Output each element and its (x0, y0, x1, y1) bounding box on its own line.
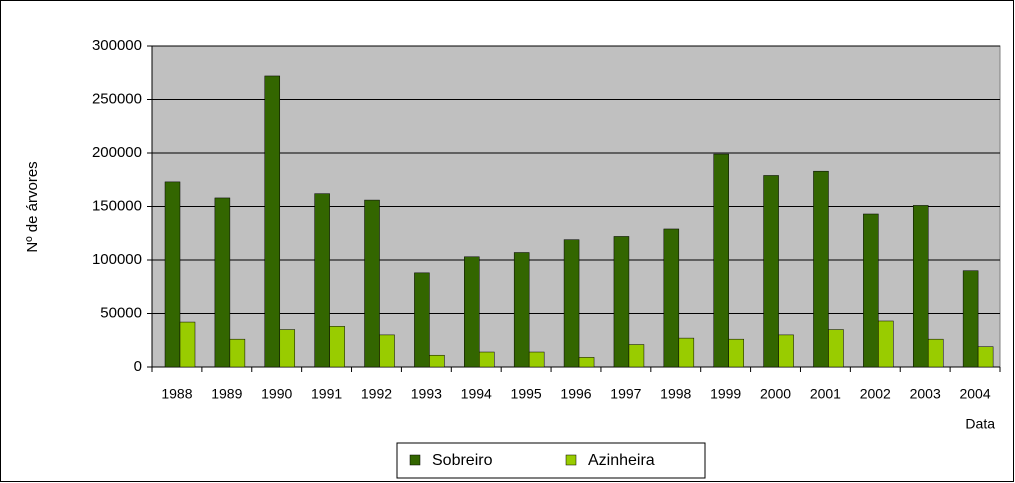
y-tick-label: 300000 (92, 37, 142, 54)
y-tick-label: 250000 (92, 90, 142, 107)
x-tick-label: 2003 (910, 386, 941, 402)
y-axis-label: Nº de árvores (24, 161, 41, 252)
bar (364, 199, 380, 368)
bar (528, 351, 545, 368)
x-tick-label: 1993 (411, 386, 442, 402)
x-tick-label: 1988 (161, 386, 192, 402)
bar (813, 170, 829, 368)
y-tick-label: 0 (134, 358, 142, 375)
bar (214, 197, 231, 368)
bar (628, 344, 645, 368)
x-tick-label: 1997 (610, 386, 641, 402)
legend-box (396, 442, 706, 479)
bar (912, 205, 929, 368)
bar (414, 272, 430, 368)
legend-label: Azinheira (588, 452, 655, 469)
bar (613, 236, 630, 368)
bar (863, 213, 879, 368)
x-tick-label: 1991 (311, 386, 342, 402)
bar (329, 326, 345, 368)
bar (962, 270, 979, 368)
bar (678, 337, 695, 368)
bar (578, 357, 595, 368)
bar (728, 338, 744, 368)
x-tick-label: 2000 (760, 386, 791, 402)
bar (379, 334, 395, 368)
x-tick-label: 1994 (461, 386, 492, 402)
legend-swatch (565, 454, 577, 466)
bar (828, 329, 844, 368)
legend-label: Sobreiro (432, 452, 493, 469)
bar (663, 228, 680, 368)
y-tick-label: 150000 (92, 197, 142, 214)
bar (479, 351, 495, 368)
x-tick-label: 1992 (361, 386, 392, 402)
bar (464, 256, 480, 368)
bar (179, 321, 196, 368)
legend-swatch (409, 454, 421, 466)
x-tick-label: 1998 (660, 386, 691, 402)
bar (164, 181, 181, 368)
bar (264, 75, 281, 368)
bar (977, 346, 994, 368)
bar (563, 239, 580, 368)
bar (429, 354, 445, 368)
x-axis-label: Data (965, 416, 995, 432)
x-tick-label: 2002 (860, 386, 891, 402)
bar (713, 153, 729, 368)
bar (763, 175, 779, 368)
bar (229, 338, 246, 368)
x-tick-label: 1995 (511, 386, 542, 402)
bar (513, 252, 530, 368)
bar (927, 338, 944, 368)
y-tick-label: 200000 (92, 144, 142, 161)
y-tick-label: 100000 (92, 251, 142, 268)
x-tick-label: 2004 (959, 386, 990, 402)
bar (778, 334, 794, 368)
x-tick-label: 2001 (810, 386, 841, 402)
x-tick-label: 1990 (261, 386, 292, 402)
bar (878, 320, 894, 368)
x-tick-label: 1989 (211, 386, 242, 402)
x-tick-label: 1999 (710, 386, 741, 402)
y-tick-label: 50000 (100, 304, 142, 321)
bar (314, 193, 330, 368)
x-tick-label: 1996 (560, 386, 591, 402)
bar (279, 329, 296, 368)
